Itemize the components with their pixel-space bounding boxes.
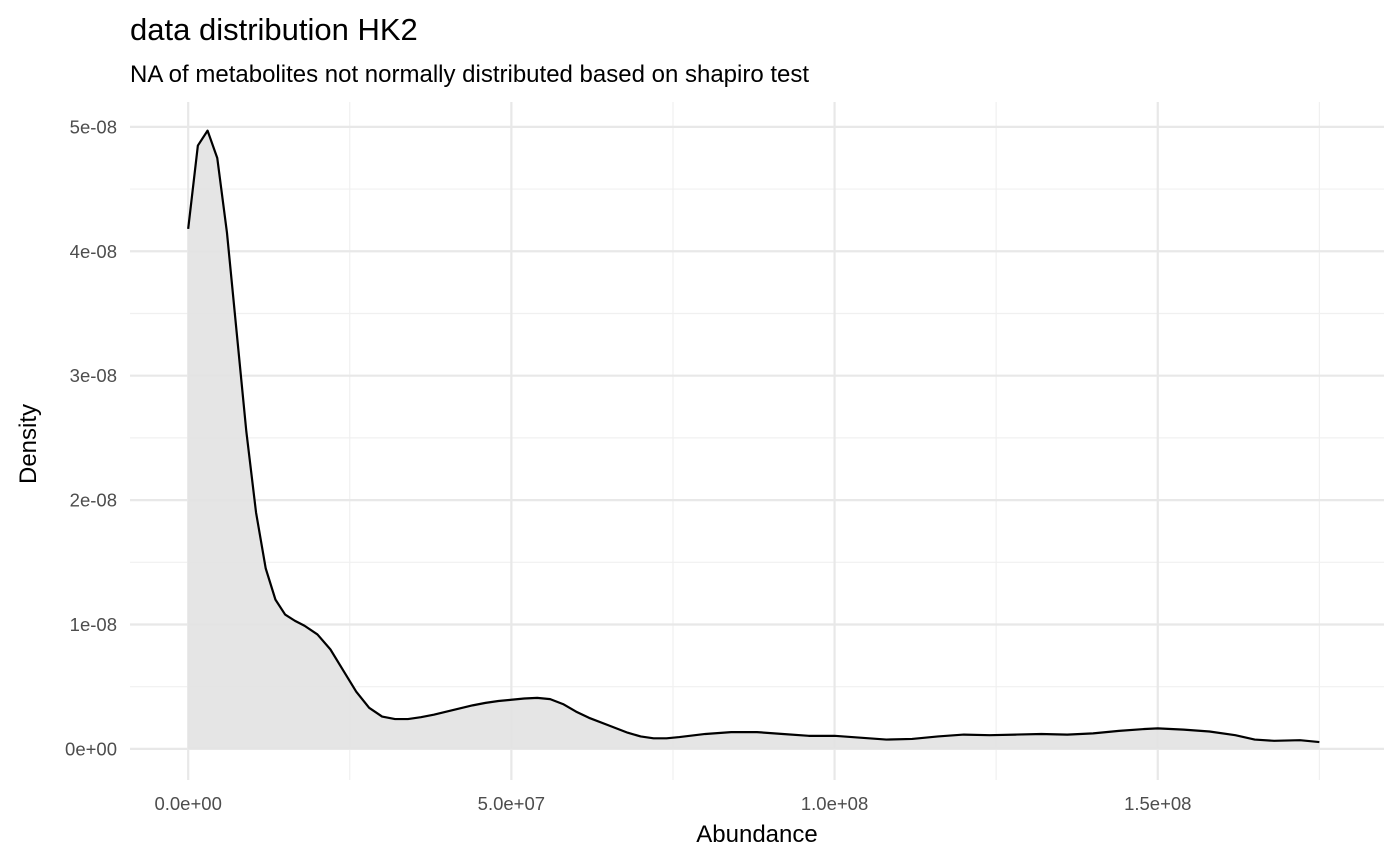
x-tick-label: 1.5e+08 [1124,793,1191,814]
x-tick-label: 0.0e+00 [154,793,221,814]
density-area-fill [188,130,1320,749]
y-tick-label: 2e-08 [70,490,117,511]
x-axis-ticks: 0.0e+00 5.0e+07 1.0e+08 1.5e+08 [154,793,1191,814]
y-tick-label: 0e+00 [65,738,117,759]
y-tick-label: 1e-08 [70,614,117,635]
chart-subtitle: NA of metabolites not normally distribut… [130,61,809,88]
y-tick-label: 3e-08 [70,365,117,386]
x-tick-label: 1.0e+08 [801,793,868,814]
x-tick-label: 5.0e+07 [478,793,545,814]
y-tick-label: 5e-08 [70,116,117,137]
density-area-layer [187,129,1320,749]
density-line [187,129,1320,744]
y-axis-ticks: 0e+00 1e-08 2e-08 3e-08 4e-08 5e-08 [65,116,117,759]
y-tick-label: 4e-08 [70,241,117,262]
chart-title: data distribution HK2 [130,12,418,47]
x-axis-title: Abundance [696,821,817,848]
y-axis-title: Density [15,404,42,484]
